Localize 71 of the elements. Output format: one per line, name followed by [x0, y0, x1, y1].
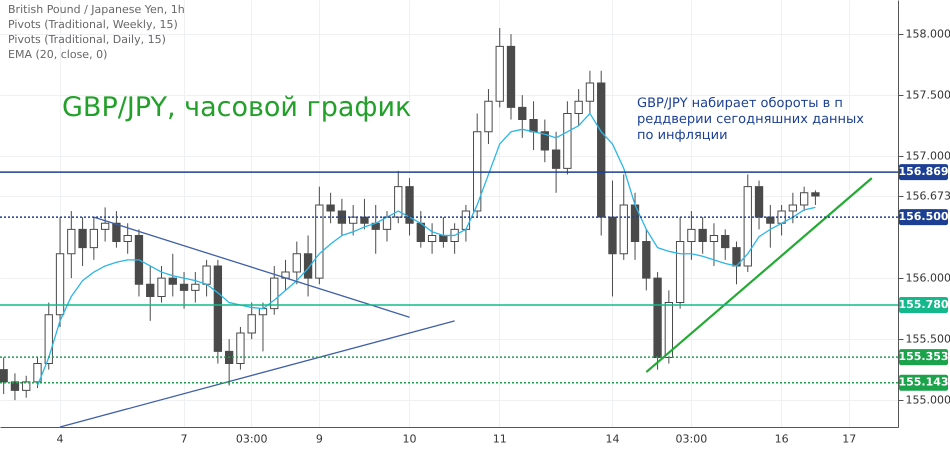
y-tick-label: 156.673: [906, 190, 950, 203]
candlestick: [191, 272, 200, 304]
annotation: Pivots (Traditional, Weekly, 15): [8, 18, 178, 31]
candlestick: [777, 204, 786, 236]
candlestick: [258, 302, 268, 352]
candlestick: [710, 222, 718, 266]
ref-line-label: 155.143: [898, 376, 949, 389]
y-tick-label: 157.000: [906, 150, 950, 163]
candlestick: [416, 210, 425, 248]
candlestick: [450, 222, 459, 254]
text: GBP/JPY, часовой график: [62, 92, 412, 123]
candlestick: [292, 241, 301, 285]
x-tick-label: 7: [180, 432, 188, 446]
candlestick: [698, 216, 707, 254]
y-tick-label: 157.500: [906, 88, 950, 102]
candlestick: [540, 119, 549, 163]
annotation: EMA (20, close, 0): [8, 48, 108, 61]
candlestick: [224, 338, 234, 386]
candlestick: [0, 356, 8, 395]
x-tick-label: 16: [774, 432, 789, 446]
y-tick-label: 155.500: [906, 332, 950, 346]
candlestick: [248, 302, 256, 340]
candlestick: [552, 131, 560, 194]
candlestick: [78, 216, 87, 266]
x-tick-label: 17: [842, 432, 856, 446]
candlestick: [146, 265, 154, 322]
candlestick: [33, 356, 42, 388]
candlestick: [168, 253, 177, 297]
candlestick: [349, 204, 358, 236]
candlestick: [800, 186, 808, 212]
candlestick: [22, 375, 30, 398]
candlestick: [202, 259, 211, 297]
y-tick-label: 158.000: [906, 28, 950, 41]
candlestick: [112, 210, 121, 248]
x-tick-label: 9: [316, 432, 323, 446]
x-tick-label: 11: [492, 432, 507, 446]
candlestick: [462, 204, 470, 242]
candlestick: [124, 222, 132, 254]
y-tick-label: 156.000: [906, 272, 950, 285]
candlestick: [439, 216, 448, 248]
annotation: GBP/JPY набирает обороты в п реддверии сегодняшних данных по инфляции: [637, 96, 864, 143]
x-tick-label: 03:00: [676, 432, 708, 446]
candlestick: [326, 192, 335, 224]
candlestick: [586, 70, 594, 114]
ref-line-label: 155.780: [898, 298, 949, 311]
candlestick: [529, 100, 538, 151]
candlestick: [428, 222, 436, 254]
candlestick: [360, 198, 369, 230]
ref-line-label: 156.869: [898, 165, 949, 178]
y-tick-label: 155.000: [906, 394, 950, 407]
candlestick: [100, 206, 110, 242]
candlestick: [157, 265, 166, 304]
candlestick: [372, 204, 380, 254]
candlestick: [687, 210, 696, 260]
ref-line-label: 155.353: [898, 350, 949, 364]
candlestick: [90, 216, 98, 260]
candlestick: [721, 228, 730, 260]
candlestick: [338, 198, 346, 236]
candlestick: [574, 88, 583, 126]
candlestick: [518, 94, 526, 138]
candlestick: [766, 204, 774, 248]
x-tick-label: 4: [56, 432, 64, 446]
x-tick-label: 14: [605, 432, 620, 446]
annotation: British Pound / Japanese Yen, 1h: [8, 3, 185, 16]
candlestick: [811, 190, 820, 206]
ref-line-label: 156.500: [898, 210, 949, 224]
candlestick: [180, 272, 188, 310]
x-tick-label: 10: [402, 432, 417, 446]
annotation: Pivots (Traditional, Daily, 15): [8, 33, 166, 46]
candlestick: [788, 192, 798, 224]
x-tick-label: 03:00: [236, 432, 268, 446]
